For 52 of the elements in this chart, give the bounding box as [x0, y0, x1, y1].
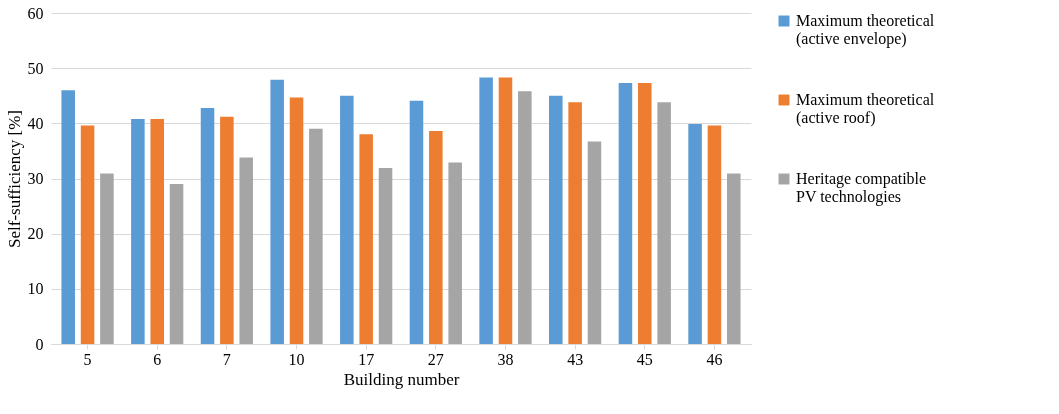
y-tick-label: 40: [27, 114, 44, 132]
bar: [61, 90, 75, 344]
bar: [131, 118, 145, 344]
bar: [568, 102, 582, 344]
y-tick-label: 20: [27, 225, 44, 243]
legend-label: Maximum theoretical (active roof): [796, 91, 935, 127]
bar: [289, 97, 304, 344]
bar: [378, 168, 393, 344]
bar: [727, 173, 741, 344]
x-tick-label: 6: [153, 350, 162, 368]
bar: [707, 125, 722, 344]
bar: [688, 123, 702, 344]
bar: [309, 128, 323, 344]
bar: [150, 118, 164, 344]
x-tick-label: 46: [706, 350, 723, 368]
legend-label: Heritage compatible PV technologies: [796, 170, 927, 206]
y-tick-label: 60: [27, 4, 44, 22]
y-tick-label: 10: [27, 280, 44, 298]
bar: [200, 107, 215, 344]
bar: [220, 116, 234, 344]
bar: [100, 173, 114, 344]
x-tick-label: 38: [497, 350, 514, 368]
bar: [448, 162, 462, 344]
bar: [587, 141, 602, 344]
bar: [638, 83, 652, 344]
x-tick-label: 27: [427, 350, 444, 368]
bar: [340, 95, 354, 344]
x-tick-label: 7: [222, 350, 231, 368]
bar: [169, 184, 184, 344]
y-tick-label: 50: [27, 59, 44, 77]
x-tick-label: 45: [636, 350, 653, 368]
bar: [518, 91, 532, 344]
bar: [498, 77, 513, 344]
bar: [270, 79, 284, 344]
x-tick-label: 43: [567, 350, 584, 368]
bar: [657, 102, 671, 344]
bar: [549, 95, 563, 344]
bar: [429, 131, 443, 344]
y-axis-title: Self-sufficiency [%]: [4, 110, 24, 248]
x-tick-label: 5: [83, 350, 92, 368]
bar: [239, 157, 253, 344]
bar: [409, 100, 424, 344]
x-tick-label: 17: [358, 350, 375, 368]
bar: [359, 134, 373, 344]
x-tick-label: 10: [288, 350, 305, 368]
bar: [618, 83, 633, 344]
x-axis-title: Building number: [343, 369, 460, 389]
bar: [80, 125, 95, 344]
y-tick-label: 30: [27, 170, 44, 187]
bar: [479, 77, 493, 344]
legend-label: Maximum theoretical (active envelope): [796, 12, 935, 48]
y-tick-label: 0: [35, 335, 44, 353]
